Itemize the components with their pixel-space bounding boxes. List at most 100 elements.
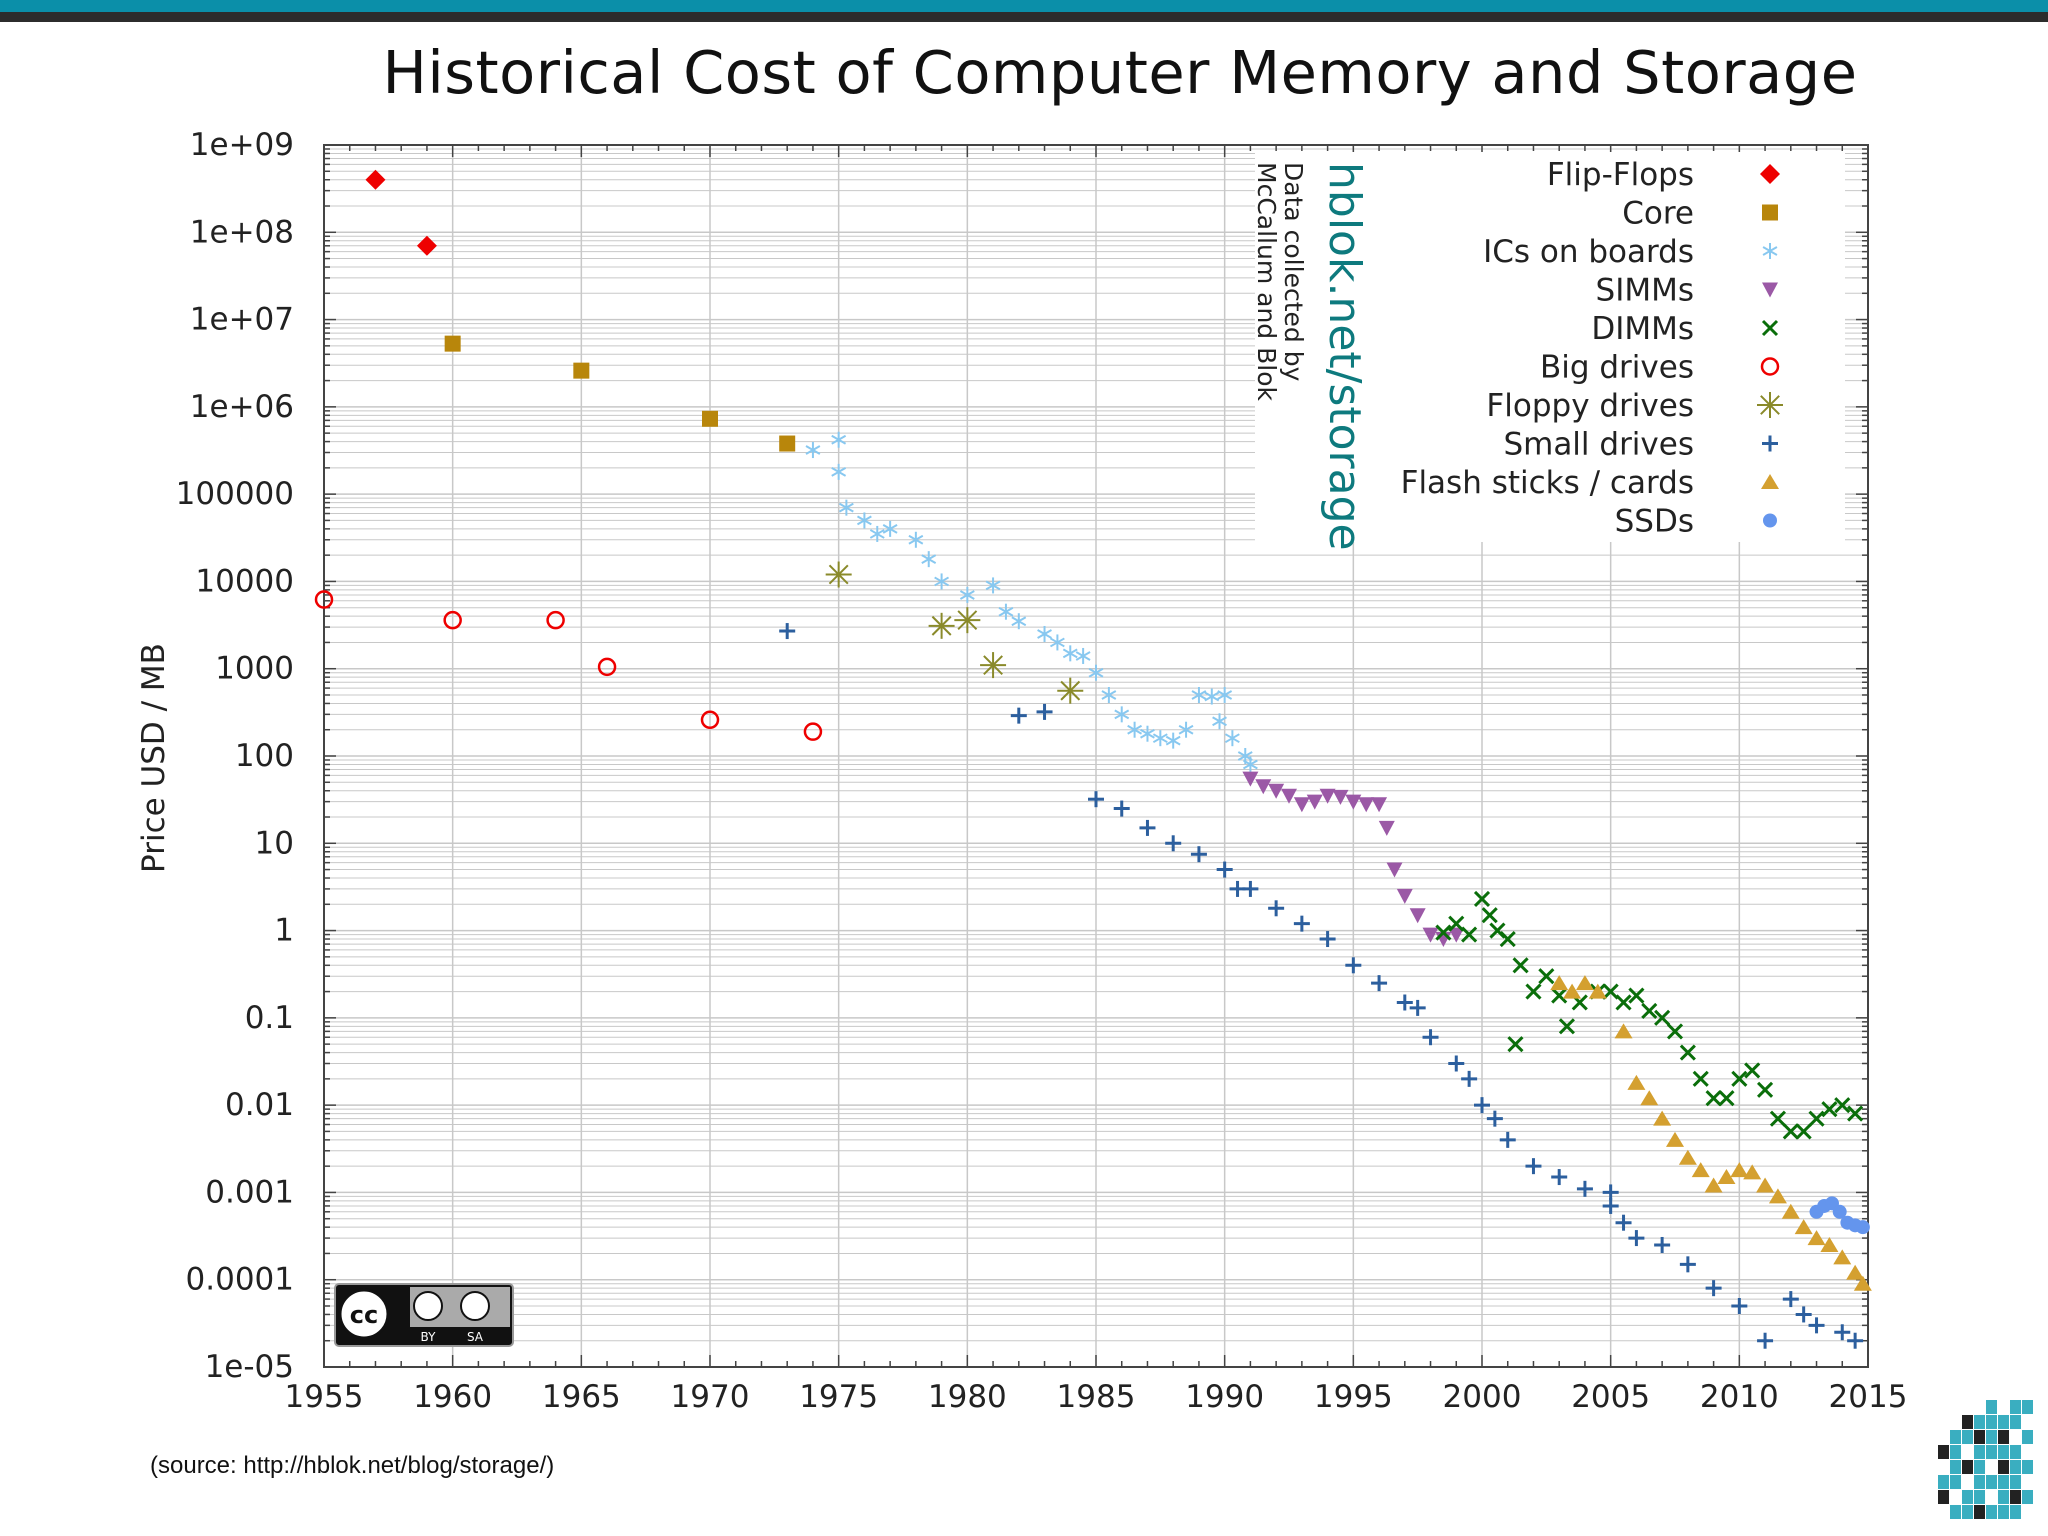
point-dimms-stroke	[1571, 994, 1588, 1011]
by-label: BY	[421, 1330, 437, 1344]
point-flash-sticks-cards	[1588, 983, 1607, 999]
point-big-drives	[314, 590, 334, 609]
point-small-drives	[1345, 957, 1362, 974]
point-small-drives	[1525, 1158, 1542, 1175]
point-ics-on-boards	[1075, 647, 1091, 664]
logo-cell	[1962, 1505, 1973, 1519]
logo-cell	[1962, 1460, 1973, 1474]
point-ics-on-boards	[1037, 625, 1052, 642]
point-dimms-stroke	[1782, 1123, 1799, 1140]
series-flip-flops	[365, 169, 437, 256]
point-simms	[1319, 788, 1336, 804]
x-tick-label: 2010	[1700, 1379, 1779, 1415]
point-big-drives	[546, 610, 565, 630]
point-flash-sticks-cards	[1730, 1162, 1749, 1178]
point-ics-on-boards	[1217, 686, 1233, 703]
logo-cell	[2022, 1460, 2033, 1474]
legend-marker-ics-on-boards-stroke	[1762, 246, 1778, 256]
point-big-drives	[803, 722, 823, 741]
logo-cell	[1974, 1445, 1985, 1459]
point-flash-sticks-cards	[1691, 1162, 1710, 1178]
point-dimms-stroke	[1679, 1044, 1696, 1061]
point-ics-on-boards	[1165, 732, 1181, 749]
logo-cell	[2022, 1430, 2033, 1444]
logo-cell	[1974, 1415, 1985, 1429]
legend-marker-small-drives	[1762, 435, 1778, 452]
point-dimms	[1538, 968, 1555, 985]
y-tick-label: 10000	[195, 563, 294, 599]
point-ics-on-boards	[856, 512, 872, 529]
point-ics-on-boards	[934, 573, 950, 590]
legend-marker-simms	[1762, 282, 1778, 298]
top-accent-bar	[0, 0, 2048, 12]
legend-label-floppy-drives: Floppy drives	[1486, 388, 1694, 424]
point-dimms-stroke	[1705, 1090, 1722, 1107]
logo-cell	[2022, 1400, 2033, 1414]
y-tick-label: 1e-05	[205, 1349, 294, 1385]
y-tick-label: 1	[274, 913, 294, 949]
point-ics-on-boards-stroke	[1224, 733, 1240, 744]
point-small-drives	[1615, 1214, 1632, 1231]
point-ics-on-boards-stroke	[908, 534, 924, 545]
point-flash-sticks-cards	[1627, 1074, 1646, 1090]
point-ics-on-boards	[1242, 756, 1258, 773]
legend-label-simms: SIMMs	[1596, 273, 1694, 309]
point-ics-on-boards-stroke	[934, 576, 950, 587]
point-dimms	[1512, 957, 1529, 974]
ticks-layer: 1955 1960 1965 1970 1975 1980 1985 1990 1995 2000…	[176, 127, 1908, 1415]
x-tick-label: 1995	[1314, 1379, 1393, 1415]
x-tick-label: 1960	[413, 1379, 492, 1415]
point-dimms-stroke	[1628, 987, 1645, 1004]
point-dimms-stroke	[1448, 915, 1465, 932]
point-dimms	[1847, 1105, 1864, 1122]
point-dimms-stroke	[1558, 1018, 1575, 1035]
point-dimms	[1757, 1081, 1774, 1098]
point-flash-sticks-cards	[1640, 1090, 1659, 1106]
point-ics-on-boards-stroke	[838, 502, 854, 513]
x-tick-label: 1985	[1057, 1379, 1136, 1415]
point-dimms	[1666, 1023, 1684, 1040]
series-dimms	[1435, 890, 1864, 1140]
point-dimms	[1654, 1009, 1671, 1026]
point-flash-sticks-cards	[1550, 975, 1569, 991]
point-floppy-drives	[1057, 677, 1084, 704]
point-dimms	[1615, 994, 1632, 1011]
logo-cell	[1950, 1430, 1961, 1444]
point-flash-sticks-cards	[1768, 1188, 1787, 1204]
point-dimms-stroke	[1731, 1070, 1748, 1087]
point-core	[573, 362, 590, 379]
logo-cell	[2010, 1490, 2021, 1504]
point-dimms-stroke	[1499, 930, 1516, 948]
x-tick-label: 1955	[285, 1379, 364, 1415]
point-simms	[1345, 794, 1362, 810]
corner-logo	[1938, 1400, 2033, 1519]
point-ics-on-boards	[805, 442, 821, 459]
point-simms	[1293, 797, 1310, 813]
x-tick-label: 2005	[1571, 1379, 1650, 1415]
point-ics-on-boards-stroke	[831, 466, 847, 477]
point-floppy-drives-stroke	[828, 564, 849, 585]
logo-cell	[1986, 1445, 1997, 1459]
point-dimms-stroke	[1847, 1105, 1864, 1122]
logo-cell	[1938, 1490, 1949, 1504]
logo-cell	[1998, 1490, 2009, 1504]
point-dimms-stroke	[1473, 890, 1491, 908]
point-ics-on-boards-stroke	[869, 529, 885, 539]
point-dimms-stroke	[1666, 1023, 1684, 1040]
point-dimms	[1744, 1062, 1761, 1079]
point-ics-on-boards-stroke	[921, 554, 937, 565]
point-dimms-stroke	[1538, 968, 1555, 985]
point-dimms-stroke	[1507, 1036, 1524, 1053]
point-small-drives	[1461, 1070, 1478, 1087]
point-dimms	[1435, 924, 1452, 941]
point-ics-on-boards-stroke	[1204, 691, 1220, 702]
point-dimms	[1473, 890, 1491, 908]
point-flash-sticks-cards	[1853, 1275, 1872, 1291]
point-flash-sticks-cards	[1563, 983, 1582, 999]
point-dimms-stroke	[1512, 957, 1529, 974]
point-floppy-drives-stroke	[957, 610, 978, 631]
logo-cell	[1998, 1505, 2009, 1519]
point-ics-on-boards-stroke	[856, 515, 872, 526]
x-tick-label: 1990	[1185, 1379, 1264, 1415]
point-ics-on-boards	[998, 603, 1014, 620]
